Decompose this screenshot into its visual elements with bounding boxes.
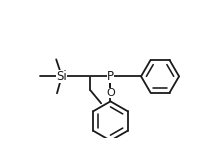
Text: O: O [106,88,115,98]
Text: P: P [107,70,114,83]
Text: Si: Si [56,70,67,83]
